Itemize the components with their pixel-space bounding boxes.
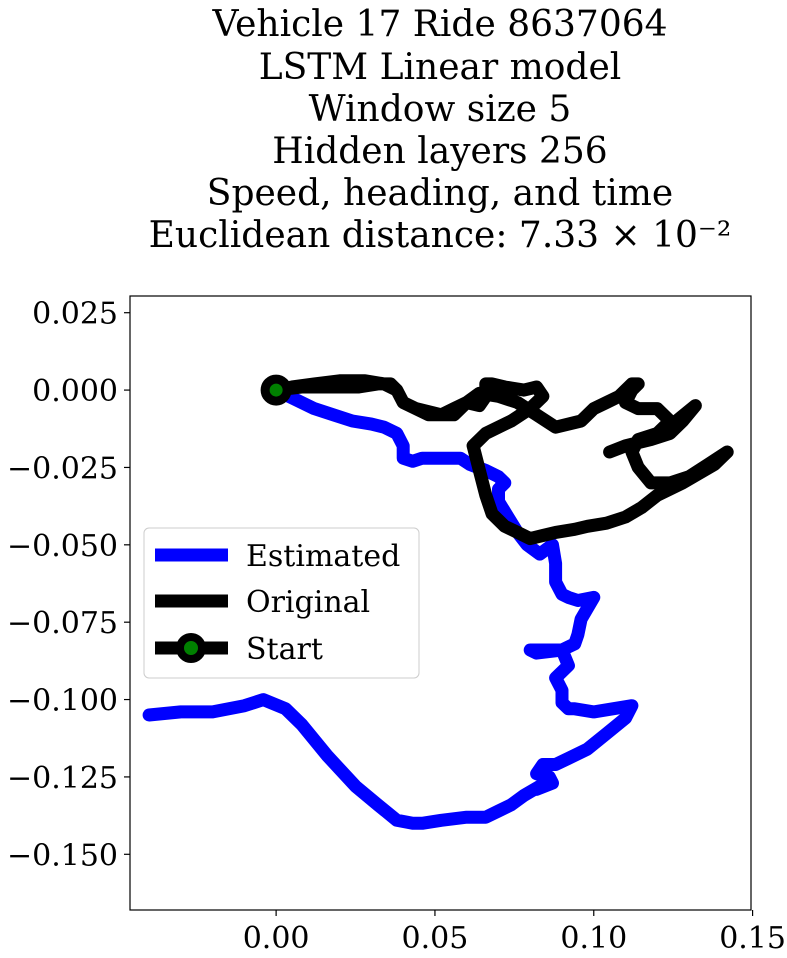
legend-box bbox=[143, 527, 420, 679]
y-tick-label: −0.125 bbox=[7, 761, 118, 796]
title-line-5: Speed, heading, and time bbox=[207, 173, 673, 214]
x-tick-label: 0.15 bbox=[719, 921, 786, 956]
start-marker bbox=[260, 374, 292, 406]
series-line-estimated bbox=[142, 383, 639, 830]
legend-label-estimated: Estimated bbox=[246, 539, 400, 574]
y-tick-label: −0.025 bbox=[7, 451, 118, 486]
x-axis: 0.00 0.05 0.10 0.15 bbox=[243, 910, 786, 956]
title-line-4: Hidden layers 256 bbox=[272, 131, 607, 172]
x-tick-label: 0.05 bbox=[402, 921, 469, 956]
y-tick-label: −0.100 bbox=[7, 684, 118, 719]
legend: Estimated Original Start bbox=[143, 527, 420, 679]
y-tick-label: −0.150 bbox=[7, 838, 118, 873]
y-axis: 0.025 0.000 −0.025 −0.050 −0.075 −0.100 −0.125… bbox=[7, 297, 130, 873]
legend-label-original: Original bbox=[246, 585, 370, 620]
title-line-1: Vehicle 17 Ride 8637064 bbox=[211, 4, 667, 45]
y-tick-label: −0.050 bbox=[7, 529, 118, 564]
legend-label-start: Start bbox=[246, 632, 323, 667]
legend-swatch-start-marker bbox=[176, 633, 206, 663]
x-tick-label: 0.00 bbox=[243, 921, 310, 956]
plot-frame bbox=[129, 295, 752, 911]
y-tick-label: 0.000 bbox=[32, 374, 118, 409]
title-line-3: Window size 5 bbox=[309, 89, 572, 130]
title-line-2: LSTM Linear model bbox=[259, 47, 622, 88]
series-layer bbox=[142, 374, 734, 830]
marker-layer bbox=[260, 374, 292, 406]
series-line-original bbox=[269, 374, 734, 546]
title-line-6: Euclidean distance: 7.33 × 10⁻² bbox=[149, 215, 732, 256]
y-tick-label: 0.025 bbox=[32, 297, 118, 332]
y-tick-label: −0.075 bbox=[7, 606, 118, 641]
x-tick-label: 0.10 bbox=[560, 921, 627, 956]
chart-title: Vehicle 17 Ride 8637064 LSTM Linear mode… bbox=[149, 4, 732, 256]
